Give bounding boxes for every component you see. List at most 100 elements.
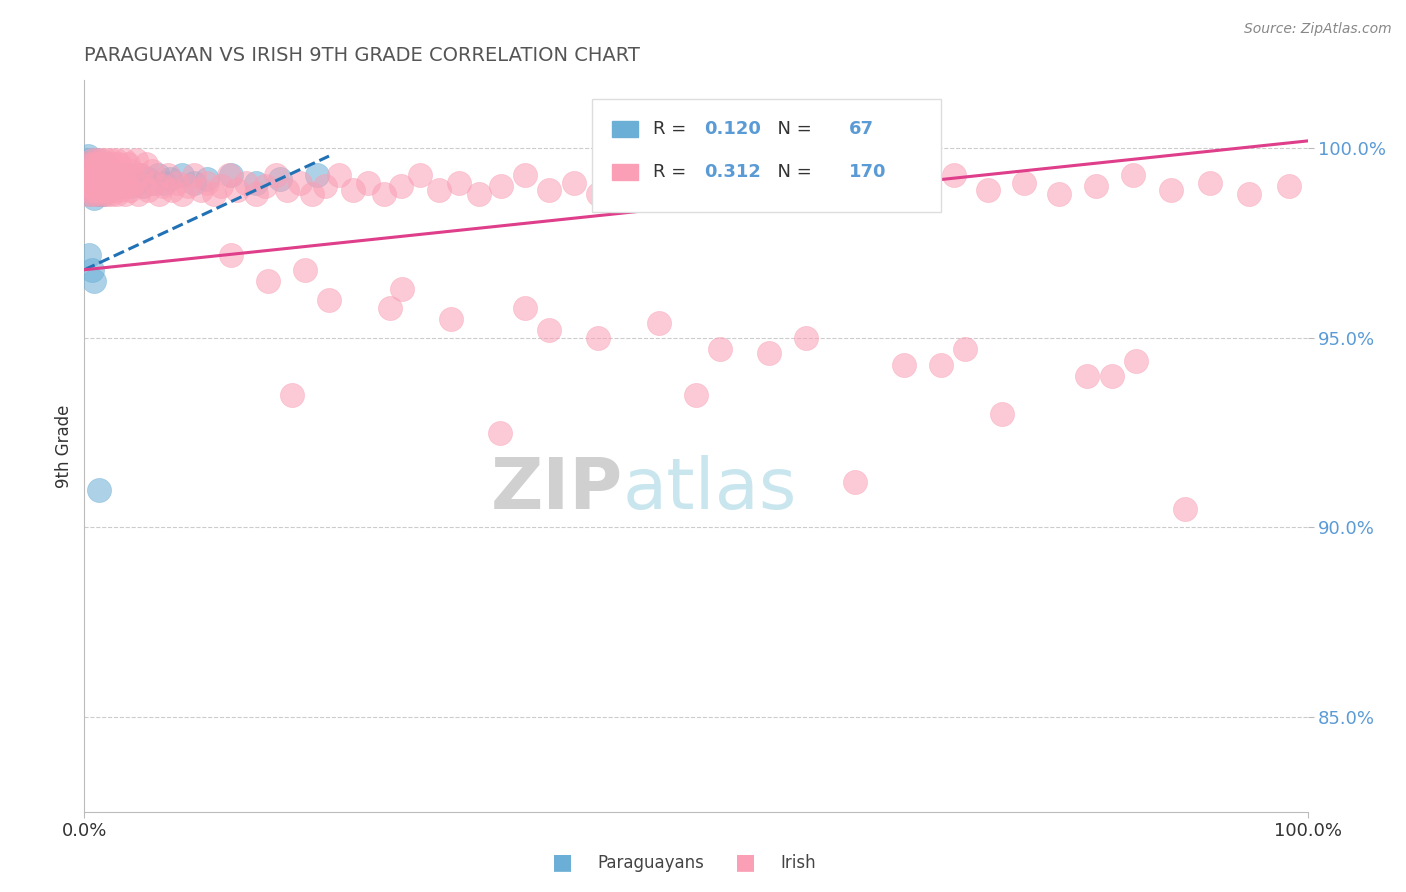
Point <box>152 179 174 194</box>
Point <box>166 176 188 190</box>
Point <box>86 164 108 178</box>
Point <box>1101 368 1123 383</box>
Point <box>294 262 316 277</box>
Point <box>245 176 267 190</box>
Point <box>87 183 110 197</box>
Point <box>86 186 108 201</box>
Text: R =: R = <box>654 162 692 181</box>
Point <box>103 156 125 170</box>
Text: 67: 67 <box>849 120 875 138</box>
Point <box>105 176 128 190</box>
Point <box>90 153 112 167</box>
FancyBboxPatch shape <box>612 163 638 180</box>
Point <box>115 168 138 182</box>
Point <box>219 247 242 261</box>
Point <box>141 164 163 178</box>
Point <box>79 186 101 201</box>
Point <box>87 168 110 182</box>
Point <box>105 186 128 201</box>
Point <box>94 183 117 197</box>
Point <box>648 316 671 330</box>
Point <box>953 343 976 357</box>
Point <box>107 156 129 170</box>
Point <box>440 312 463 326</box>
Text: Source: ZipAtlas.com: Source: ZipAtlas.com <box>1244 22 1392 37</box>
Point <box>118 183 141 197</box>
Point <box>77 171 100 186</box>
Point <box>105 171 128 186</box>
Point <box>97 183 120 197</box>
Point <box>301 186 323 201</box>
Point <box>128 168 150 182</box>
Point <box>94 164 117 178</box>
Point <box>91 168 114 182</box>
Point <box>93 164 115 178</box>
Point <box>538 323 561 337</box>
Point <box>115 176 138 190</box>
Point <box>100 164 122 178</box>
Point <box>89 183 111 197</box>
Point <box>1237 186 1260 201</box>
Point <box>90 156 112 170</box>
Point <box>226 183 249 197</box>
Point <box>159 171 181 186</box>
Point <box>77 156 100 170</box>
Point <box>562 176 585 190</box>
Point <box>751 179 773 194</box>
Point <box>94 179 117 194</box>
Point <box>245 186 267 201</box>
Point <box>305 168 328 182</box>
Point <box>1125 353 1147 368</box>
Point <box>685 388 707 402</box>
Point <box>103 179 125 194</box>
Point <box>107 179 129 194</box>
Point <box>929 358 952 372</box>
Point <box>80 176 103 190</box>
Text: PARAGUAYAN VS IRISH 9TH GRADE CORRELATION CHART: PARAGUAYAN VS IRISH 9TH GRADE CORRELATIO… <box>84 45 640 65</box>
Point <box>489 425 512 440</box>
Point <box>266 168 288 182</box>
Point <box>98 179 121 194</box>
Point <box>82 183 104 197</box>
Point <box>93 186 115 201</box>
Point <box>76 179 98 194</box>
Point <box>77 247 100 261</box>
Point <box>93 179 115 194</box>
Point <box>190 183 212 197</box>
Point <box>91 183 114 197</box>
Point <box>77 149 100 163</box>
FancyBboxPatch shape <box>592 99 941 212</box>
Point <box>122 171 145 186</box>
Point <box>90 176 112 190</box>
Point <box>389 179 412 194</box>
Point <box>112 171 135 186</box>
Point <box>269 171 291 186</box>
Point <box>254 179 277 194</box>
Point <box>143 176 166 190</box>
Point <box>1198 176 1220 190</box>
Point <box>281 388 304 402</box>
Text: Irish: Irish <box>780 854 815 871</box>
Point <box>101 168 124 182</box>
Point <box>794 331 817 345</box>
Point <box>82 168 104 182</box>
Point <box>709 343 731 357</box>
Point <box>893 358 915 372</box>
Point <box>77 186 100 201</box>
Point <box>97 171 120 186</box>
Text: 0.312: 0.312 <box>704 162 762 181</box>
Point <box>84 183 107 197</box>
Point <box>586 186 609 201</box>
Point <box>391 282 413 296</box>
Point <box>136 183 159 197</box>
Point <box>235 176 257 190</box>
Point <box>76 179 98 194</box>
Point <box>1278 179 1301 194</box>
Text: ■: ■ <box>553 853 572 872</box>
Point <box>468 186 491 201</box>
Point <box>257 274 280 288</box>
Point <box>148 186 170 201</box>
Point <box>328 168 350 182</box>
Point <box>79 153 101 167</box>
Point <box>96 176 118 190</box>
